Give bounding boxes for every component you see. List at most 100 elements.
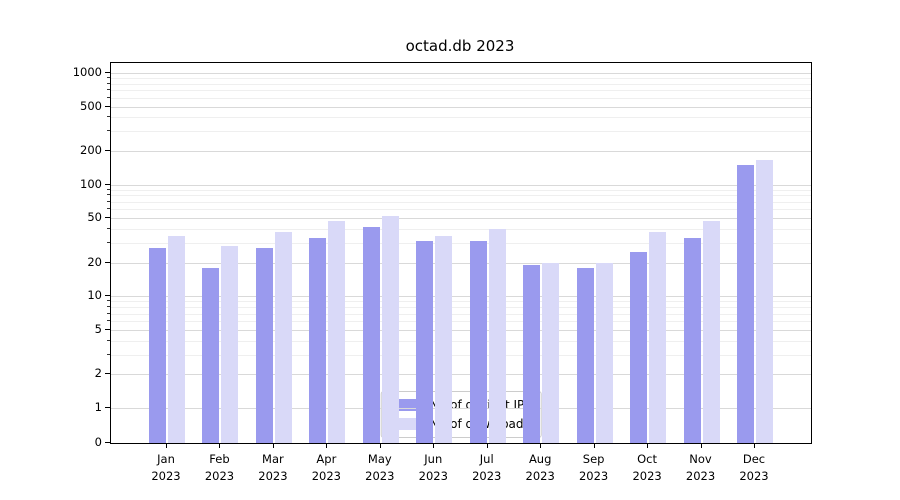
y-minor-tick-mark (107, 194, 110, 196)
legend: Nb of distinct IPs Nb of downloads (380, 391, 542, 438)
y-minor-tick-mark (107, 312, 110, 314)
minor-gridline (111, 117, 811, 119)
minor-gridline (111, 340, 811, 342)
y-tick-mark (105, 261, 110, 263)
bar-nb-of-downloads (649, 231, 667, 443)
x-tick-year: 2023 (739, 469, 769, 484)
legend-entry-nb-of-distinct-ips: Nb of distinct IPs (391, 398, 530, 412)
minor-gridline (111, 313, 811, 315)
minor-gridline (111, 90, 811, 92)
y-tick-label: 2 (94, 366, 102, 381)
x-tick-label: Mar 2023 (258, 451, 287, 486)
x-tick-label: Sep 2023 (579, 451, 608, 486)
minor-gridline (111, 97, 811, 99)
y-minor-tick-mark (107, 96, 110, 98)
x-tick-month: Sep (582, 452, 605, 466)
y-tick-mark (105, 105, 110, 107)
bar-nb-of-downloads (702, 221, 720, 443)
minor-gridline (111, 201, 811, 203)
minor-gridline (111, 209, 811, 211)
x-tick-month: Oct (637, 452, 658, 466)
minor-gridline (111, 189, 811, 191)
y-minor-tick-mark (107, 320, 110, 322)
minor-gridline (111, 83, 811, 85)
x-tick-month: Feb (209, 452, 230, 466)
x-tick-mark (754, 443, 755, 448)
x-tick-month: Nov (689, 452, 712, 466)
y-tick-label: 0 (94, 435, 102, 449)
y-minor-tick-mark (107, 353, 110, 355)
bar-nb-of-distinct-ips (255, 248, 273, 443)
minor-gridline (111, 229, 811, 231)
bar-nb-of-distinct-ips (630, 251, 648, 443)
x-tick-label: Jun 2023 (419, 451, 448, 486)
y-minor-tick-mark (107, 339, 110, 341)
y-minor-tick-mark (107, 242, 110, 243)
minor-gridline (111, 301, 811, 303)
bar-nb-of-distinct-ips (362, 226, 380, 443)
bar-nb-of-distinct-ips (202, 267, 220, 443)
x-tick-mark (647, 443, 649, 448)
y-tick-mark (105, 183, 110, 185)
x-tick-label: May 2023 (365, 451, 394, 486)
major-gridline (111, 408, 811, 409)
y-minor-tick-mark (107, 300, 110, 302)
y-minor-tick-mark (107, 116, 110, 118)
minor-gridline (111, 321, 811, 323)
bar-nb-of-downloads (274, 231, 292, 443)
bar-nb-of-downloads (488, 229, 506, 443)
bar-nb-of-downloads (756, 160, 773, 443)
minor-gridline (111, 195, 811, 197)
major-gridline (111, 150, 811, 152)
bar-nb-of-downloads (328, 221, 346, 443)
y-tick-label: 500 (80, 98, 102, 113)
major-gridline (111, 262, 811, 264)
x-tick-label: Aug 2023 (526, 451, 555, 486)
legend-swatch-nb-of-downloads (391, 418, 422, 430)
minor-gridline (111, 354, 811, 356)
major-gridline (111, 329, 811, 331)
y-tick-mark (105, 442, 110, 443)
bar-nb-of-downloads (435, 235, 453, 443)
plot-area: Nb of distinct IPs Nb of downloads (110, 62, 812, 444)
bar-nb-of-distinct-ips (469, 241, 487, 443)
y-tick-label: 1000 (72, 64, 102, 79)
y-tick-label: 10 (87, 288, 102, 303)
major-gridline (111, 218, 811, 220)
bar-nb-of-distinct-ips (683, 238, 701, 443)
x-tick-month: May (367, 452, 392, 466)
y-tick-label: 1 (94, 400, 102, 414)
x-tick-month: Jan (157, 452, 175, 466)
x-tick-mark (433, 443, 435, 448)
x-tick-year: 2023 (525, 469, 555, 484)
x-tick-year: 2023 (632, 469, 662, 484)
y-tick-label: 50 (87, 210, 102, 225)
x-tick-mark (540, 443, 542, 448)
x-tick-mark (166, 443, 167, 448)
x-tick-year: 2023 (204, 469, 235, 484)
x-tick-month: Aug (528, 452, 552, 466)
bar-nb-of-distinct-ips (523, 265, 541, 443)
y-tick-label: 5 (94, 321, 102, 336)
major-gridline (111, 184, 811, 186)
x-tick-mark (219, 443, 221, 448)
x-tick-mark (272, 443, 274, 448)
x-tick-year: 2023 (151, 469, 181, 484)
x-tick-mark (326, 443, 328, 448)
y-tick-mark (105, 71, 110, 73)
x-tick-month: Jul (479, 452, 494, 466)
bar-nb-of-downloads (595, 262, 613, 443)
x-tick-year: 2023 (365, 469, 395, 484)
x-tick-month: Dec (742, 452, 766, 466)
y-tick-label: 200 (80, 142, 102, 157)
y-minor-tick-mark (107, 130, 110, 132)
y-minor-tick-mark (107, 228, 110, 230)
bar-nb-of-distinct-ips (149, 248, 166, 443)
x-tick-month: Mar (262, 452, 284, 466)
y-tick-mark (105, 407, 110, 408)
x-tick-label: Jul 2023 (472, 451, 501, 486)
major-gridline (111, 296, 811, 298)
x-tick-mark (379, 443, 381, 448)
x-tick-year: 2023 (578, 469, 609, 484)
